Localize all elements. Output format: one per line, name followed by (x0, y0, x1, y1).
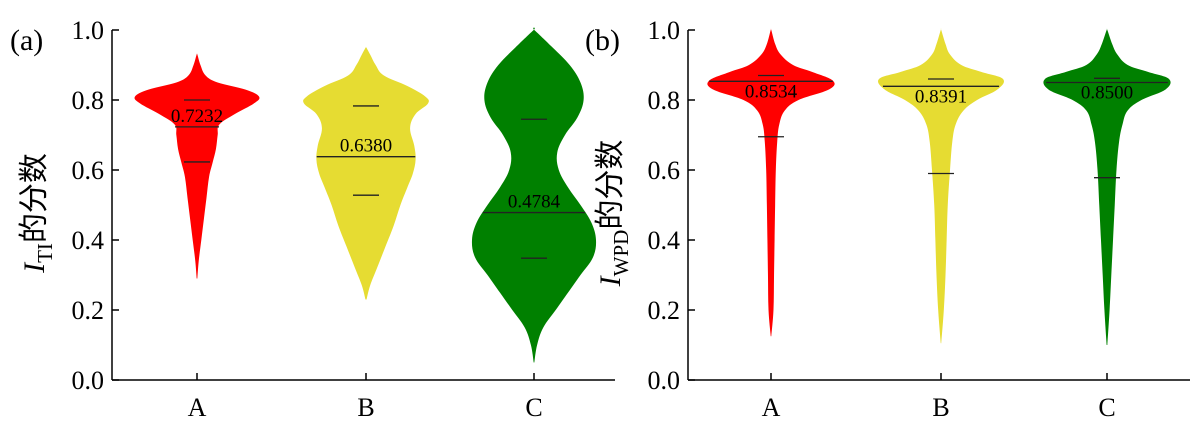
x-tick-label: B (932, 393, 949, 422)
panel-label: (a) (10, 24, 43, 57)
median-label: 0.6380 (340, 136, 392, 157)
median-label: 0.8534 (745, 81, 798, 102)
y-tick-label: 0.6 (72, 156, 105, 185)
y-tick-label: 0.8 (72, 86, 105, 115)
x-tick-label: B (357, 393, 374, 422)
y-tick-label: 0.8 (648, 86, 681, 115)
x-tick-label: A (762, 393, 781, 422)
median-label: 0.8391 (915, 86, 967, 107)
violin-body (878, 28, 1004, 344)
y-tick-label: 0.2 (648, 296, 681, 325)
violin-c: 0.4784 (471, 27, 597, 363)
panel-a: (a) ITI的分数 0.0 0.2 0.4 0.6 0.8 1.0 0.7232 A 0.6380… (10, 16, 615, 422)
y-tick-label: 1.0 (72, 16, 105, 45)
y-axis-label: ITI的分数 (18, 153, 57, 274)
violin-c: 0.8500 (1043, 28, 1171, 346)
median-label: 0.4784 (508, 192, 561, 213)
violin-a: 0.7232 (134, 53, 260, 279)
violin-body (303, 46, 429, 300)
violin-b: 0.6380 (303, 46, 429, 300)
panel-b: (b) IWPD的分数 0.0 0.2 0.4 0.6 0.8 1.0 0.8534 A 0.839… (585, 16, 1190, 422)
y-tick-label: 0.0 (648, 366, 681, 395)
violin-b: 0.8391 (878, 28, 1004, 344)
median-label: 0.8500 (1081, 83, 1133, 104)
y-tick-label: 0.0 (72, 366, 105, 395)
violin-body (1043, 28, 1171, 346)
y-tick-label: 0.4 (72, 226, 105, 255)
violin-body (707, 28, 835, 337)
violin-body (134, 53, 260, 279)
y-tick-label: 1.0 (648, 16, 681, 45)
x-tick-label: C (1098, 393, 1115, 422)
y-tick-label: 0.4 (648, 226, 681, 255)
x-tick-label: A (188, 393, 207, 422)
violin-body (471, 27, 597, 363)
x-tick-label: C (525, 393, 542, 422)
median-label: 0.7232 (171, 106, 223, 127)
y-axis-label: IWPD的分数 (594, 140, 633, 288)
violin-a: 0.8534 (707, 28, 835, 337)
panel-label: (b) (585, 24, 620, 57)
y-tick-label: 0.6 (648, 156, 681, 185)
y-tick-label: 0.2 (72, 296, 105, 325)
